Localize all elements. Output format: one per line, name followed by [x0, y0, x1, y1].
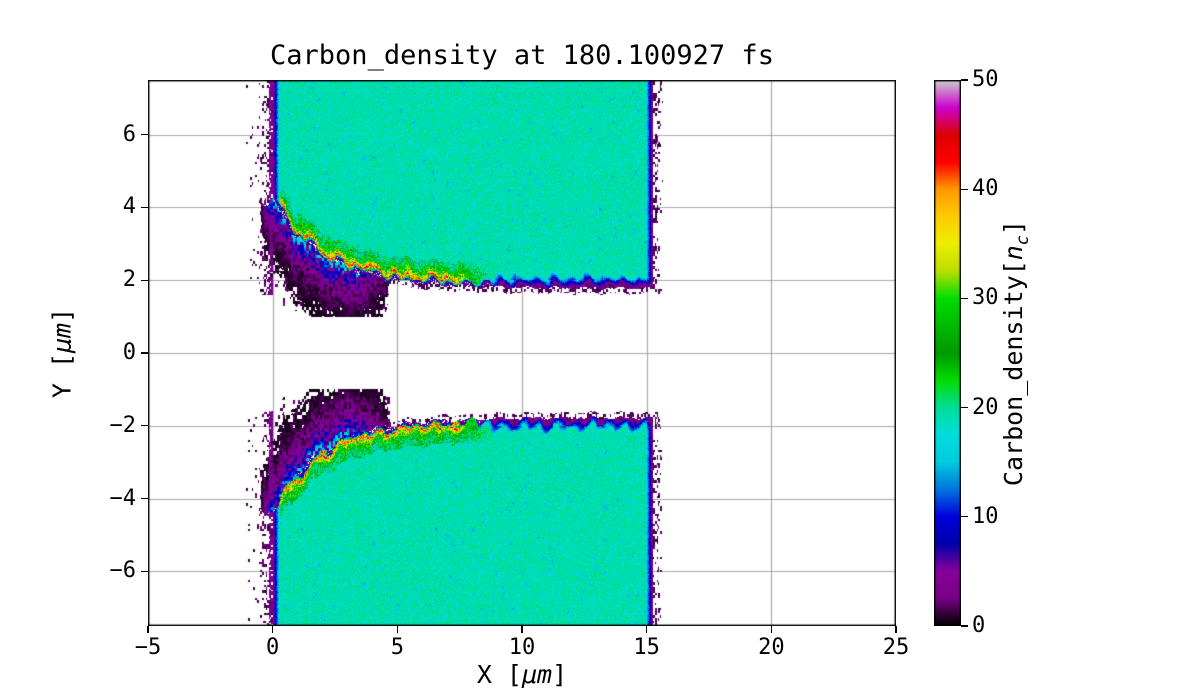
x-tick-mark	[521, 626, 523, 633]
colorbar-tick-mark	[961, 297, 968, 300]
y-tick-label: 6	[122, 121, 136, 147]
colorbar-tick-label: 20	[972, 394, 999, 420]
x-axis-label: X [μm]	[148, 660, 896, 689]
y-tick-label: −6	[109, 558, 137, 584]
colorbar-tick-mark	[961, 188, 968, 190]
colorbar-label-symbol: n	[999, 245, 1028, 261]
colorbar-tick-mark	[961, 79, 968, 81]
x-tick-mark	[271, 626, 274, 633]
x-tick-label: 15	[633, 635, 660, 660]
y-tick-mark	[141, 352, 148, 354]
y-axis-label-open: Y [	[47, 353, 77, 399]
x-tick-label: 5	[390, 635, 404, 660]
colorbar-tick-mark	[961, 406, 968, 409]
chart-title: Carbon_density at 180.100927 fs	[270, 40, 774, 71]
colorbar-label-subscript: c	[1013, 234, 1033, 246]
x-tick-label: 0	[266, 635, 280, 660]
y-tick-label: 4	[122, 194, 136, 220]
colorbar-tick-label: 0	[972, 613, 986, 638]
y-tick-mark	[141, 497, 148, 500]
x-tick-label: 20	[758, 635, 785, 660]
x-tick-mark	[147, 626, 149, 633]
x-axis-label-open: X [	[476, 660, 522, 689]
density-heatmap-canvas	[148, 80, 896, 626]
x-tick-label: 25	[882, 635, 910, 660]
y-tick-label: −2	[109, 412, 137, 438]
y-tick-label: 2	[122, 267, 136, 293]
colorbar	[934, 80, 961, 626]
x-axis-label-close: ]	[552, 660, 568, 689]
y-tick-label: −4	[109, 485, 137, 511]
x-tick-label: 10	[508, 635, 536, 660]
y-axis-label-unit: μm	[47, 322, 77, 354]
y-axis-label-close: ]	[47, 307, 77, 323]
y-axis-label: Y [μm]	[48, 308, 77, 398]
plot-axes	[148, 80, 896, 626]
x-tick-mark	[895, 626, 897, 633]
y-tick-mark	[141, 570, 148, 573]
colorbar-tick-label: 40	[972, 176, 999, 202]
x-tick-mark	[396, 626, 399, 633]
colorbar-label: Carbon_density[nc]	[999, 220, 1033, 486]
colorbar-tick-label: 30	[972, 285, 999, 311]
colorbar-tick-mark	[961, 625, 968, 627]
y-tick-mark	[141, 133, 148, 136]
y-tick-mark	[141, 206, 148, 209]
y-tick-label: 0	[122, 340, 136, 365]
y-tick-mark	[141, 425, 148, 427]
colorbar-tick-label: 50	[972, 67, 999, 92]
x-tick-mark	[645, 626, 648, 633]
x-tick-label: −5	[134, 635, 162, 660]
colorbar-tick-label: 10	[972, 503, 999, 529]
colorbar-tick-mark	[961, 516, 968, 518]
x-tick-mark	[770, 626, 773, 633]
y-tick-mark	[141, 279, 148, 281]
x-axis-label-unit: μm	[521, 660, 553, 689]
colorbar-label-close: ]	[999, 219, 1028, 235]
colorbar-gradient-canvas	[934, 80, 961, 626]
